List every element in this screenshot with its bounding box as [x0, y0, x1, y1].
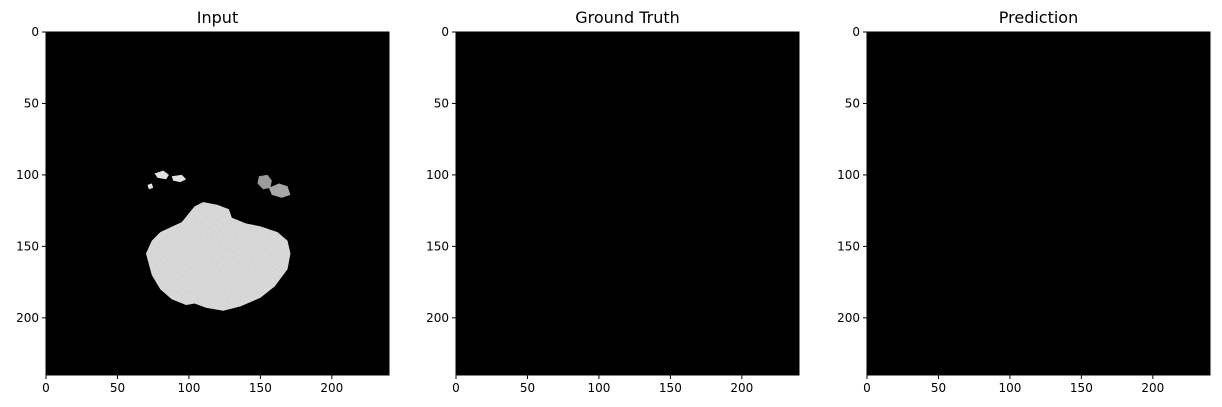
- panel-2: Ground Truth 0 50 100 150 200 0 50 100 150 200: [426, 8, 800, 395]
- y-tick-label: 200: [426, 311, 449, 325]
- x-tick-label: 0: [452, 381, 460, 395]
- x-tick-label: 150: [659, 381, 682, 395]
- y-tick-label: 150: [16, 239, 39, 253]
- axes-frame: [45, 31, 390, 376]
- bright-region-4: [147, 183, 154, 190]
- y-tick-label: 0: [31, 25, 39, 39]
- x-tick-label: 0: [863, 381, 871, 395]
- y-tick-label: 50: [845, 96, 860, 110]
- y-tick-label: 50: [24, 96, 39, 110]
- x-tick-label: 50: [520, 381, 535, 395]
- y-tick-label: 0: [852, 25, 860, 39]
- image-area: [456, 32, 799, 375]
- bright-region-6: [269, 183, 291, 198]
- y-tick-label: 100: [837, 168, 860, 182]
- chart-title: Input: [197, 8, 238, 27]
- panel-1: Input 0 50 100 150 200 0 50 100 150 200: [16, 8, 390, 395]
- bright-regions: [146, 170, 291, 311]
- bright-region-1: [146, 202, 291, 311]
- y-tick-label: 200: [837, 311, 860, 325]
- panel-3: Prediction 0 50 100 150 200 0 50 100 150 200: [837, 8, 1211, 395]
- x-tick-label: 100: [177, 381, 200, 395]
- y-tick-label: 150: [837, 239, 860, 253]
- x-tick-label: 150: [249, 381, 272, 395]
- bright-region-5: [257, 174, 272, 190]
- y-tick-label: 100: [16, 168, 39, 182]
- axes-frame: [866, 31, 1211, 376]
- image-area: [867, 32, 1210, 375]
- x-tick-label: 0: [42, 381, 50, 395]
- x-tick-label: 200: [730, 381, 753, 395]
- bright-region-3: [171, 174, 187, 183]
- y-tick-label: 0: [441, 25, 449, 39]
- x-tick-label: 100: [998, 381, 1021, 395]
- x-tick-label: 50: [931, 381, 946, 395]
- y-tick-label: 50: [434, 96, 449, 110]
- bright-region-2: [154, 170, 169, 180]
- image-area: [46, 32, 389, 375]
- x-tick-label: 200: [1141, 381, 1164, 395]
- axes-frame: [455, 31, 800, 376]
- chart-title: Ground Truth: [575, 8, 680, 27]
- y-tick-label: 200: [16, 311, 39, 325]
- chart-title: Prediction: [999, 8, 1078, 27]
- y-tick-label: 100: [426, 168, 449, 182]
- x-tick-label: 150: [1070, 381, 1093, 395]
- x-tick-label: 50: [110, 381, 125, 395]
- y-tick-label: 150: [426, 239, 449, 253]
- x-tick-label: 100: [587, 381, 610, 395]
- x-tick-label: 200: [320, 381, 343, 395]
